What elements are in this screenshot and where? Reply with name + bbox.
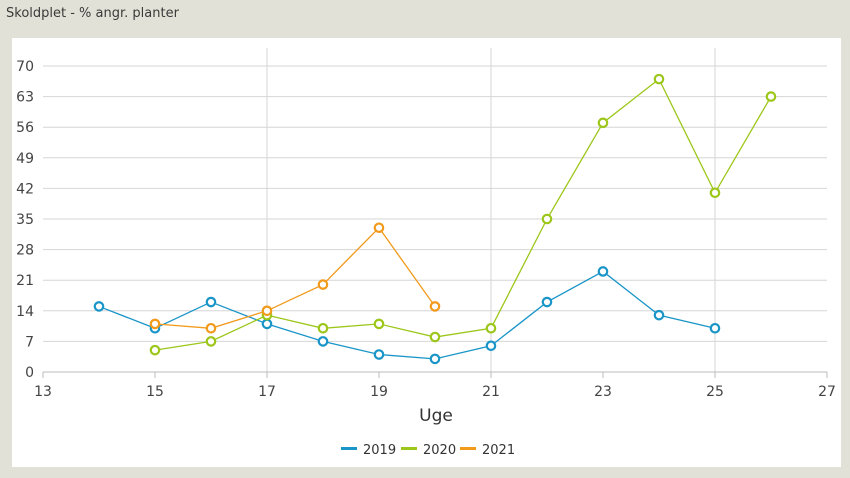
data-point[interactable]	[261, 318, 273, 330]
data-point[interactable]	[317, 279, 329, 290]
y-tick-label: 56	[16, 120, 34, 136]
x-tick-label: 19	[370, 384, 388, 400]
data-point[interactable]	[485, 322, 497, 334]
data-point[interactable]	[429, 353, 441, 365]
data-point[interactable]	[205, 336, 217, 347]
legend-label: 2020	[423, 443, 456, 458]
y-tick-label: 0	[25, 365, 34, 381]
legend-swatch	[460, 447, 476, 450]
y-tick-label: 70	[16, 59, 34, 75]
data-point[interactable]	[149, 344, 161, 356]
series-2020	[149, 73, 777, 356]
series-2021	[149, 222, 441, 334]
data-point[interactable]	[653, 73, 665, 85]
x-tick-label: 21	[482, 384, 500, 400]
legend-label: 2019	[363, 443, 396, 458]
data-point[interactable]	[653, 309, 665, 321]
legend-swatch	[341, 447, 357, 450]
data-point[interactable]	[709, 322, 721, 334]
y-tick-label: 28	[16, 243, 34, 259]
data-point[interactable]	[93, 301, 105, 312]
data-point[interactable]	[149, 318, 161, 330]
y-tick-label: 42	[16, 181, 34, 197]
series-line-2020	[154, 78, 772, 351]
x-axis-ticks: 13 15 17 19 21 23 25 27	[34, 372, 836, 400]
series-layer	[93, 73, 777, 365]
data-point[interactable]	[429, 331, 441, 343]
legend-item-2020[interactable]: 2020	[401, 443, 456, 458]
data-point[interactable]	[373, 349, 385, 360]
data-point[interactable]	[317, 322, 329, 334]
data-point[interactable]	[261, 305, 273, 317]
data-point[interactable]	[317, 336, 329, 347]
data-point[interactable]	[485, 340, 497, 352]
y-axis-ticks: 0 7 14 21 28 35 42 49 56 63 70	[16, 59, 34, 381]
legend-swatch	[401, 447, 417, 450]
x-tick-label: 23	[594, 384, 612, 400]
legend: 2019 2020 2021	[341, 443, 515, 458]
series-2019	[93, 266, 721, 365]
chart-panel	[12, 38, 841, 467]
x-tick-label: 27	[818, 384, 836, 400]
series-line-2019	[98, 270, 716, 360]
x-tick-label: 17	[258, 384, 276, 400]
data-point[interactable]	[597, 117, 609, 129]
y-tick-label: 63	[16, 90, 34, 106]
chart-window-title: Skoldplet - % angr. planter	[6, 6, 179, 21]
legend-item-2021[interactable]: 2021	[460, 443, 515, 458]
data-point[interactable]	[429, 301, 441, 312]
data-point[interactable]	[709, 187, 721, 199]
x-tick-label: 25	[706, 384, 724, 400]
data-point[interactable]	[597, 266, 609, 277]
data-point[interactable]	[765, 91, 777, 102]
x-tick-label: 15	[146, 384, 164, 400]
data-point[interactable]	[205, 322, 217, 334]
x-tick-label: 13	[34, 384, 52, 400]
y-tick-label: 21	[16, 273, 34, 289]
legend-label: 2021	[482, 443, 515, 458]
data-point[interactable]	[541, 213, 553, 225]
series-line-2021	[154, 226, 436, 329]
y-tick-label: 35	[16, 212, 34, 228]
y-tick-label: 7	[25, 334, 34, 350]
y-tick-label: 14	[16, 304, 34, 320]
legend-item-2019[interactable]: 2019	[341, 443, 396, 458]
data-point[interactable]	[541, 296, 553, 308]
data-point[interactable]	[205, 296, 217, 308]
x-axis-label: Uge	[419, 406, 453, 426]
data-point[interactable]	[373, 222, 385, 234]
data-point[interactable]	[373, 318, 385, 330]
y-tick-label: 49	[16, 151, 34, 167]
grid-lines	[43, 48, 827, 372]
